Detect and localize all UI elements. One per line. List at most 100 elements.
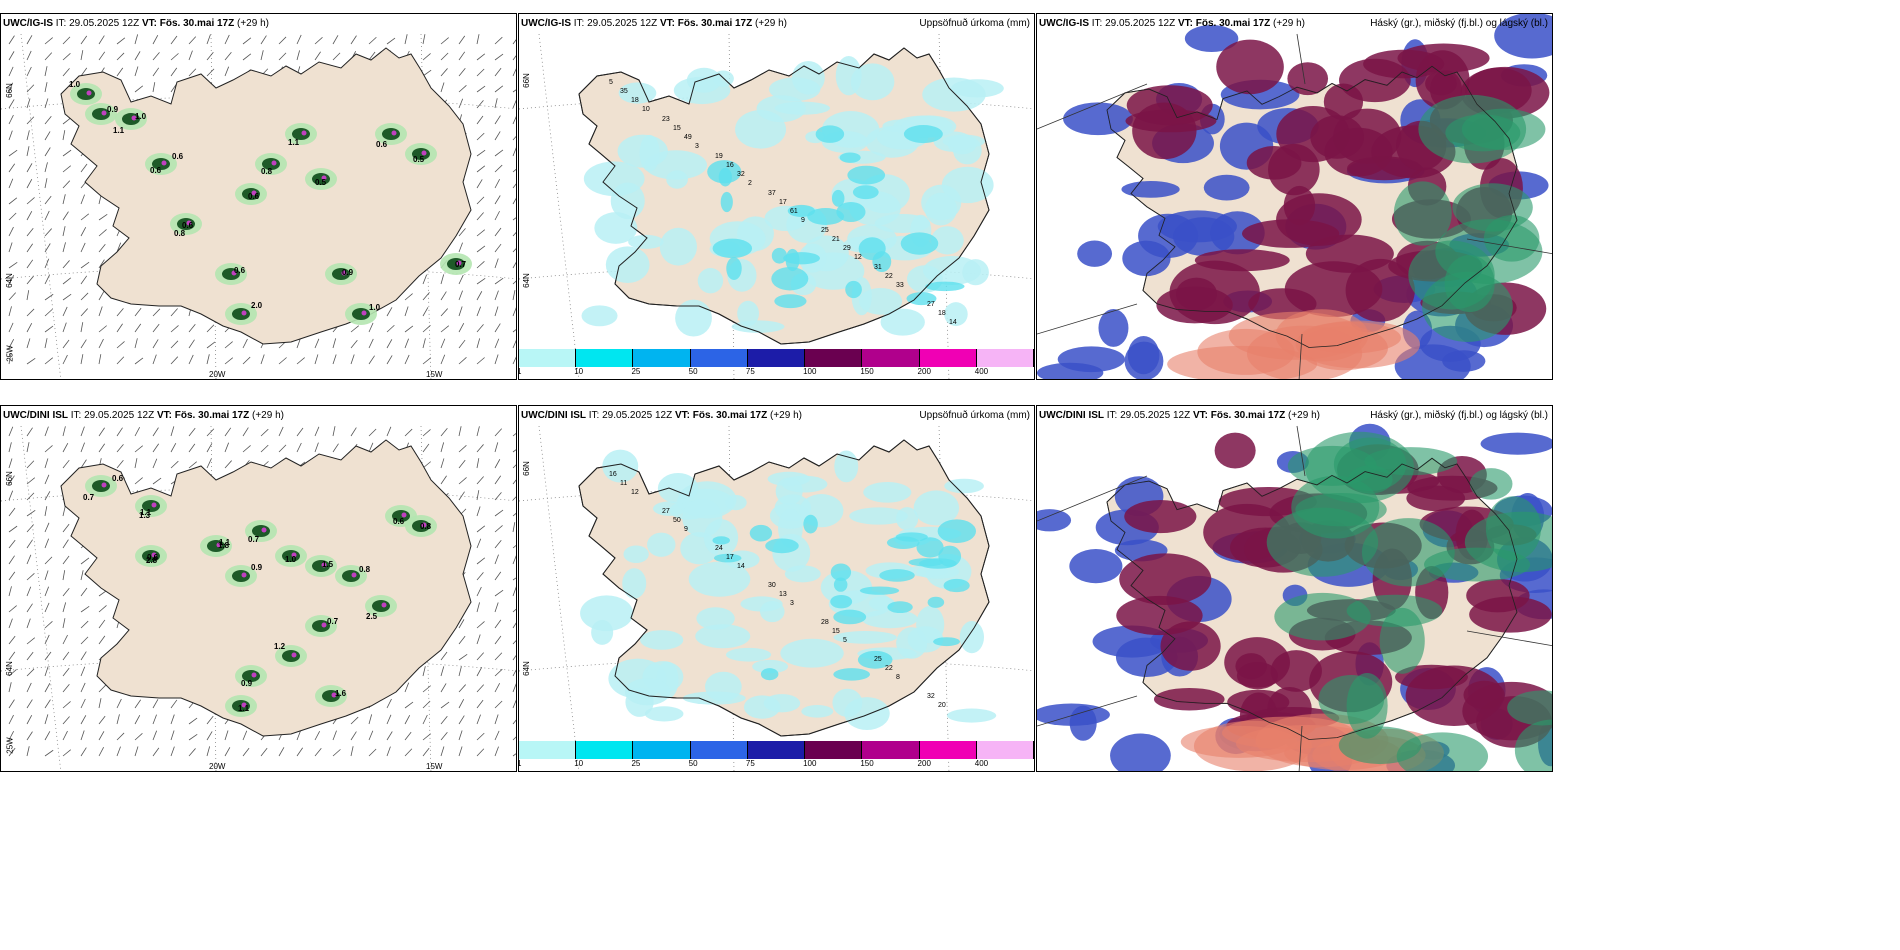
wind-barb <box>80 570 84 581</box>
valid-time: Fös. 30.mai 17Z <box>174 410 250 421</box>
wind-barb <box>26 84 35 93</box>
wind-barb <box>98 214 108 221</box>
coastline <box>578 439 990 737</box>
precip-area <box>647 532 676 557</box>
value-labels: 0.7 1.1 0.6 1.1 0.9 0.7 1.0 1.5 0.8 2.5 0.6 0.8 0.7 1… <box>83 474 432 713</box>
wind-barb <box>98 354 102 365</box>
wind-barb <box>44 82 48 93</box>
precip-value: 24 <box>715 545 723 552</box>
wind-barb <box>62 339 70 349</box>
precip-area <box>580 595 634 632</box>
region-border <box>1298 725 1303 771</box>
precip-core <box>925 281 965 292</box>
high-cloud <box>1057 346 1125 373</box>
wind-barb <box>206 731 213 741</box>
wind-barb <box>494 227 502 237</box>
precip-area <box>583 161 645 197</box>
wind-barb <box>440 82 445 93</box>
value-label: 1.1 <box>140 508 152 517</box>
wind-barb <box>8 163 16 173</box>
precip-area <box>763 694 801 713</box>
precip-value: 20 <box>938 702 946 709</box>
wind-barb <box>26 243 33 253</box>
wind-barb <box>386 698 392 709</box>
wind-barb <box>26 163 33 173</box>
wind-barb <box>458 51 466 61</box>
wind-barb <box>224 52 232 61</box>
wind-barb <box>314 338 320 349</box>
wind-barb <box>332 35 339 45</box>
value-label: 0.6 <box>393 517 405 526</box>
wind-barb <box>494 652 503 661</box>
wind-barb <box>440 52 449 61</box>
wind-barb <box>98 35 105 45</box>
wind-barb <box>116 732 125 741</box>
precip-value: 21 <box>832 236 840 243</box>
wind-barb <box>440 746 445 757</box>
wind-barb <box>8 354 12 365</box>
wind-barb <box>80 557 90 565</box>
wind-barb <box>440 442 445 453</box>
wind-barb <box>278 747 285 757</box>
cloud-layers <box>1037 14 1552 379</box>
wind-barb <box>512 496 516 501</box>
precip-value: 29 <box>843 245 851 252</box>
wind-barb <box>188 733 198 741</box>
precip-value: 31 <box>874 264 882 271</box>
wind-barb <box>26 637 36 645</box>
lead-time: (+29 h) <box>770 410 802 421</box>
precip-area <box>924 192 957 226</box>
wind-barb <box>242 730 248 741</box>
wind-barb <box>44 37 53 45</box>
wind-barb <box>152 477 162 485</box>
wind-barb <box>170 35 178 45</box>
precip-core <box>774 294 807 309</box>
value-label: 2.8 <box>146 556 158 565</box>
wind-barb <box>260 35 267 45</box>
precip-area <box>594 212 638 244</box>
wind-barb <box>188 323 196 333</box>
wind-barb <box>80 587 88 597</box>
precip-value: 3 <box>695 143 699 150</box>
mid-cloud <box>1339 58 1411 103</box>
vt-label: VT: <box>659 18 675 29</box>
wind-barb <box>494 131 501 141</box>
precip-value: 19 <box>715 153 723 160</box>
wind-barb <box>314 354 319 365</box>
colorbar-swatch <box>519 349 577 367</box>
wind-barb <box>62 684 70 693</box>
precip-core <box>943 578 970 593</box>
wind-barb <box>404 293 413 301</box>
hail-marker <box>151 552 157 558</box>
wind-barb <box>170 67 178 77</box>
wind-barb <box>512 464 516 469</box>
wind-barb <box>62 426 66 437</box>
wind-barb <box>458 84 467 93</box>
region-border <box>1296 425 1306 477</box>
init-time: 29.05.2025 12Z <box>84 410 155 421</box>
precip-core <box>831 189 845 207</box>
wind-barb <box>26 651 34 661</box>
precip-core <box>714 553 742 563</box>
wind-barb <box>476 34 480 45</box>
wind-barb <box>152 699 159 709</box>
precip-core <box>712 238 753 259</box>
precip-area <box>850 63 895 101</box>
value-label: 1.1 <box>219 538 231 547</box>
wind-barb <box>80 354 84 365</box>
wind-barb <box>26 179 33 189</box>
wind-barb <box>134 732 143 741</box>
wind-barb <box>512 183 516 189</box>
colorbar-label: 200 <box>917 367 931 376</box>
wind-barb <box>44 602 50 613</box>
wind-barb <box>512 699 516 709</box>
precip-value: 16 <box>609 471 617 478</box>
wind-barb <box>476 260 485 269</box>
colorbar-label: 25 <box>631 759 641 768</box>
precip-area <box>628 234 664 249</box>
wind-barb <box>476 748 485 757</box>
wind-barb <box>350 731 357 741</box>
precip-value: 25 <box>821 227 829 234</box>
value-label: 0.8 <box>359 565 371 574</box>
wind-barb <box>152 308 161 317</box>
